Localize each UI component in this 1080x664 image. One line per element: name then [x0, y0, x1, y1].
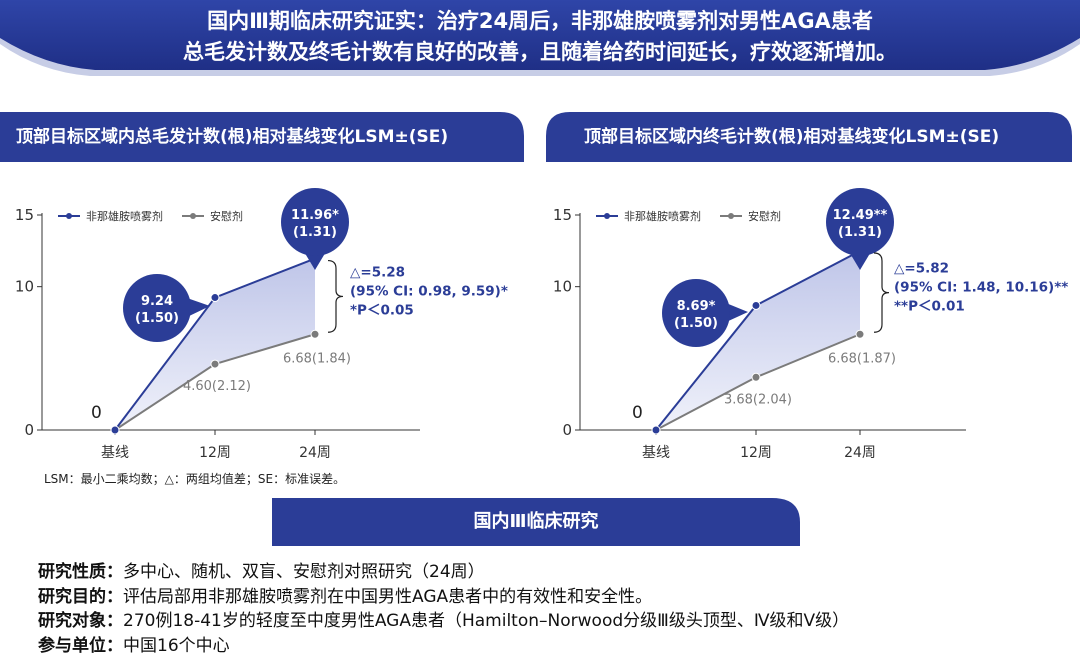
chart-2: 0 10 15 基线 12周 24周 非那雄胺喷雾剂 安慰剂 0 8.69* (1.50) 12.49…: [538, 180, 1078, 469]
y-tick-label: 15: [553, 206, 572, 224]
callout-bubble: [123, 274, 191, 342]
chart-1-title: 顶部目标区域内总毛发计数(根)相对基线变化LSM±(SE): [16, 127, 449, 147]
data-label: (1.31): [838, 225, 882, 240]
callout-bubble: [662, 279, 730, 347]
data-point: [751, 372, 761, 382]
chart-1: 0 10 15 基线 12周 24周 非那雄胺喷雾剂 安慰剂 0 9.24 (1.50) 11.96*…: [0, 180, 530, 469]
data-label: (1.50): [135, 311, 179, 326]
study-info-row: 研究目的：评估局部用非那雄胺喷雾剂在中国男性AGA患者中的有效性和安全性。: [38, 585, 849, 610]
y-tick-label: 15: [15, 206, 34, 224]
study-info-label: 研究目的：: [38, 586, 123, 607]
study-info-row: 参与单位：中国16个中心: [38, 634, 849, 659]
study-info-value: 多中心、随机、双盲、安慰剂对照研究（24周）: [123, 562, 485, 582]
chart-1-svg: 0 10 15 基线 12周 24周 非那雄胺喷雾剂 安慰剂 0 9.24 (1.50) 11.96*…: [15, 188, 508, 461]
x-tick-label: 12周: [199, 445, 231, 461]
study-info-row: 研究性质：多中心、随机、双盲、安慰剂对照研究（24周）: [38, 560, 849, 585]
study-info-label: 研究对象：: [38, 611, 123, 631]
legend-marker: [66, 213, 72, 219]
difference-area: [115, 258, 315, 430]
tab-background: [0, 112, 524, 162]
banner-line-2: 总毛发计数及终毛计数有良好的改善，且随着给药时间延长，疗效逐渐增加。: [183, 40, 897, 64]
annotation-text: **P＜0.01: [894, 299, 965, 315]
zero-label: 0: [91, 403, 102, 423]
difference-brace: [873, 252, 890, 333]
data-label: (1.50): [674, 316, 718, 331]
study-info-label: 参与单位：: [38, 635, 123, 656]
data-label: 8.69*: [677, 299, 716, 314]
data-label: 4.60(2.12): [183, 379, 251, 394]
annotation-text: (95% CI: 1.48, 10.16)**: [894, 280, 1068, 296]
annotation-text: *P＜0.05: [350, 302, 414, 318]
x-tick-label: 24周: [844, 445, 876, 461]
x-tick-label: 基线: [642, 444, 670, 461]
header-banner: 国内Ⅲ期临床研究证实：治疗24周后，非那雄胺喷雾剂对男性AGA患者 总毛发计数及…: [0, 0, 1080, 78]
chart-1-title-tab: 顶部目标区域内总毛发计数(根)相对基线变化LSM±(SE): [0, 112, 524, 162]
callout-pointer: [185, 298, 210, 318]
difference-area: [656, 250, 860, 430]
section-title: 国内Ⅲ临床研究: [473, 511, 599, 532]
data-label: 6.68(1.87): [828, 351, 896, 366]
annotation-text: (95% CI: 0.98, 9.59)*: [350, 283, 508, 299]
legend-label: 安慰剂: [210, 209, 243, 223]
footnote: LSM：最小二乘均数；△：两组均值差；SE：标准误差。: [44, 472, 346, 486]
y-tick-label: 10: [15, 278, 34, 296]
y-tick-label: 10: [553, 278, 572, 296]
callout-bubble: [826, 188, 894, 256]
annotation-text: △=5.28: [350, 264, 405, 280]
x-tick-label: 12周: [740, 445, 772, 461]
data-point: [310, 329, 320, 339]
study-info: 研究性质：多中心、随机、双盲、安慰剂对照研究（24周） 研究目的：评估局部用非那…: [38, 560, 849, 658]
data-point: [855, 329, 865, 339]
study-info-row: 研究对象：270例18-41岁的轻度至中度男性AGA患者（Hamilton–No…: [38, 609, 849, 634]
legend-marker: [728, 213, 734, 219]
study-info-value: 中国16个中心: [123, 635, 230, 656]
data-label: 12.49**: [833, 208, 888, 223]
legend-label: 安慰剂: [748, 209, 781, 223]
section-bar-background: [272, 498, 800, 546]
y-tick-label: 0: [24, 421, 34, 439]
chart-2-svg: 0 10 15 基线 12周 24周 非那雄胺喷雾剂 安慰剂 0 8.69* (1.50) 12.49…: [553, 188, 1068, 461]
legend-marker: [190, 213, 196, 219]
data-point: [651, 425, 661, 435]
banner-title: 国内Ⅲ期临床研究证实：治疗24周后，非那雄胺喷雾剂对男性AGA患者 总毛发计数及…: [0, 6, 1080, 68]
data-label: 3.68(2.04): [724, 392, 792, 407]
data-point: [210, 359, 220, 369]
legend-label: 非那雄胺喷雾剂: [624, 209, 701, 223]
banner-line-1: 国内Ⅲ期临床研究证实：治疗24周后，非那雄胺喷雾剂对男性AGA患者: [207, 9, 873, 33]
study-info-value: 270例18-41岁的轻度至中度男性AGA患者（Hamilton–Norwood…: [123, 611, 850, 631]
section-title-bar: 国内Ⅲ临床研究: [272, 498, 800, 546]
data-point: [110, 425, 120, 435]
data-label: 11.96*: [291, 208, 339, 223]
banner-background: [0, 0, 1080, 76]
x-tick-label: 24周: [299, 445, 331, 461]
chart-2-title-tab: 顶部目标区域内终毛计数(根)相对基线变化LSM±(SE): [546, 112, 1072, 162]
study-info-value: 评估局部用非那雄胺喷雾剂在中国男性AGA患者中的有效性和安全性。: [123, 586, 653, 607]
difference-brace: [327, 259, 344, 333]
zero-label: 0: [632, 403, 643, 423]
data-label: 9.24: [141, 294, 173, 309]
x-tick-label: 基线: [101, 444, 129, 461]
callout-pointer: [724, 303, 748, 323]
data-point: [210, 293, 220, 303]
chart-2-title: 顶部目标区域内终毛计数(根)相对基线变化LSM±(SE): [584, 127, 1000, 147]
y-tick-label: 0: [562, 421, 572, 439]
data-label: (1.31): [293, 225, 337, 240]
data-label: 6.68(1.84): [283, 351, 351, 366]
data-point: [751, 300, 761, 310]
legend-label: 非那雄胺喷雾剂: [86, 209, 163, 223]
tab-background: [546, 112, 1072, 162]
study-info-label: 研究性质：: [38, 562, 123, 582]
legend-marker: [604, 213, 610, 219]
annotation-text: △=5.82: [894, 261, 949, 277]
callout-bubble: [281, 188, 349, 256]
